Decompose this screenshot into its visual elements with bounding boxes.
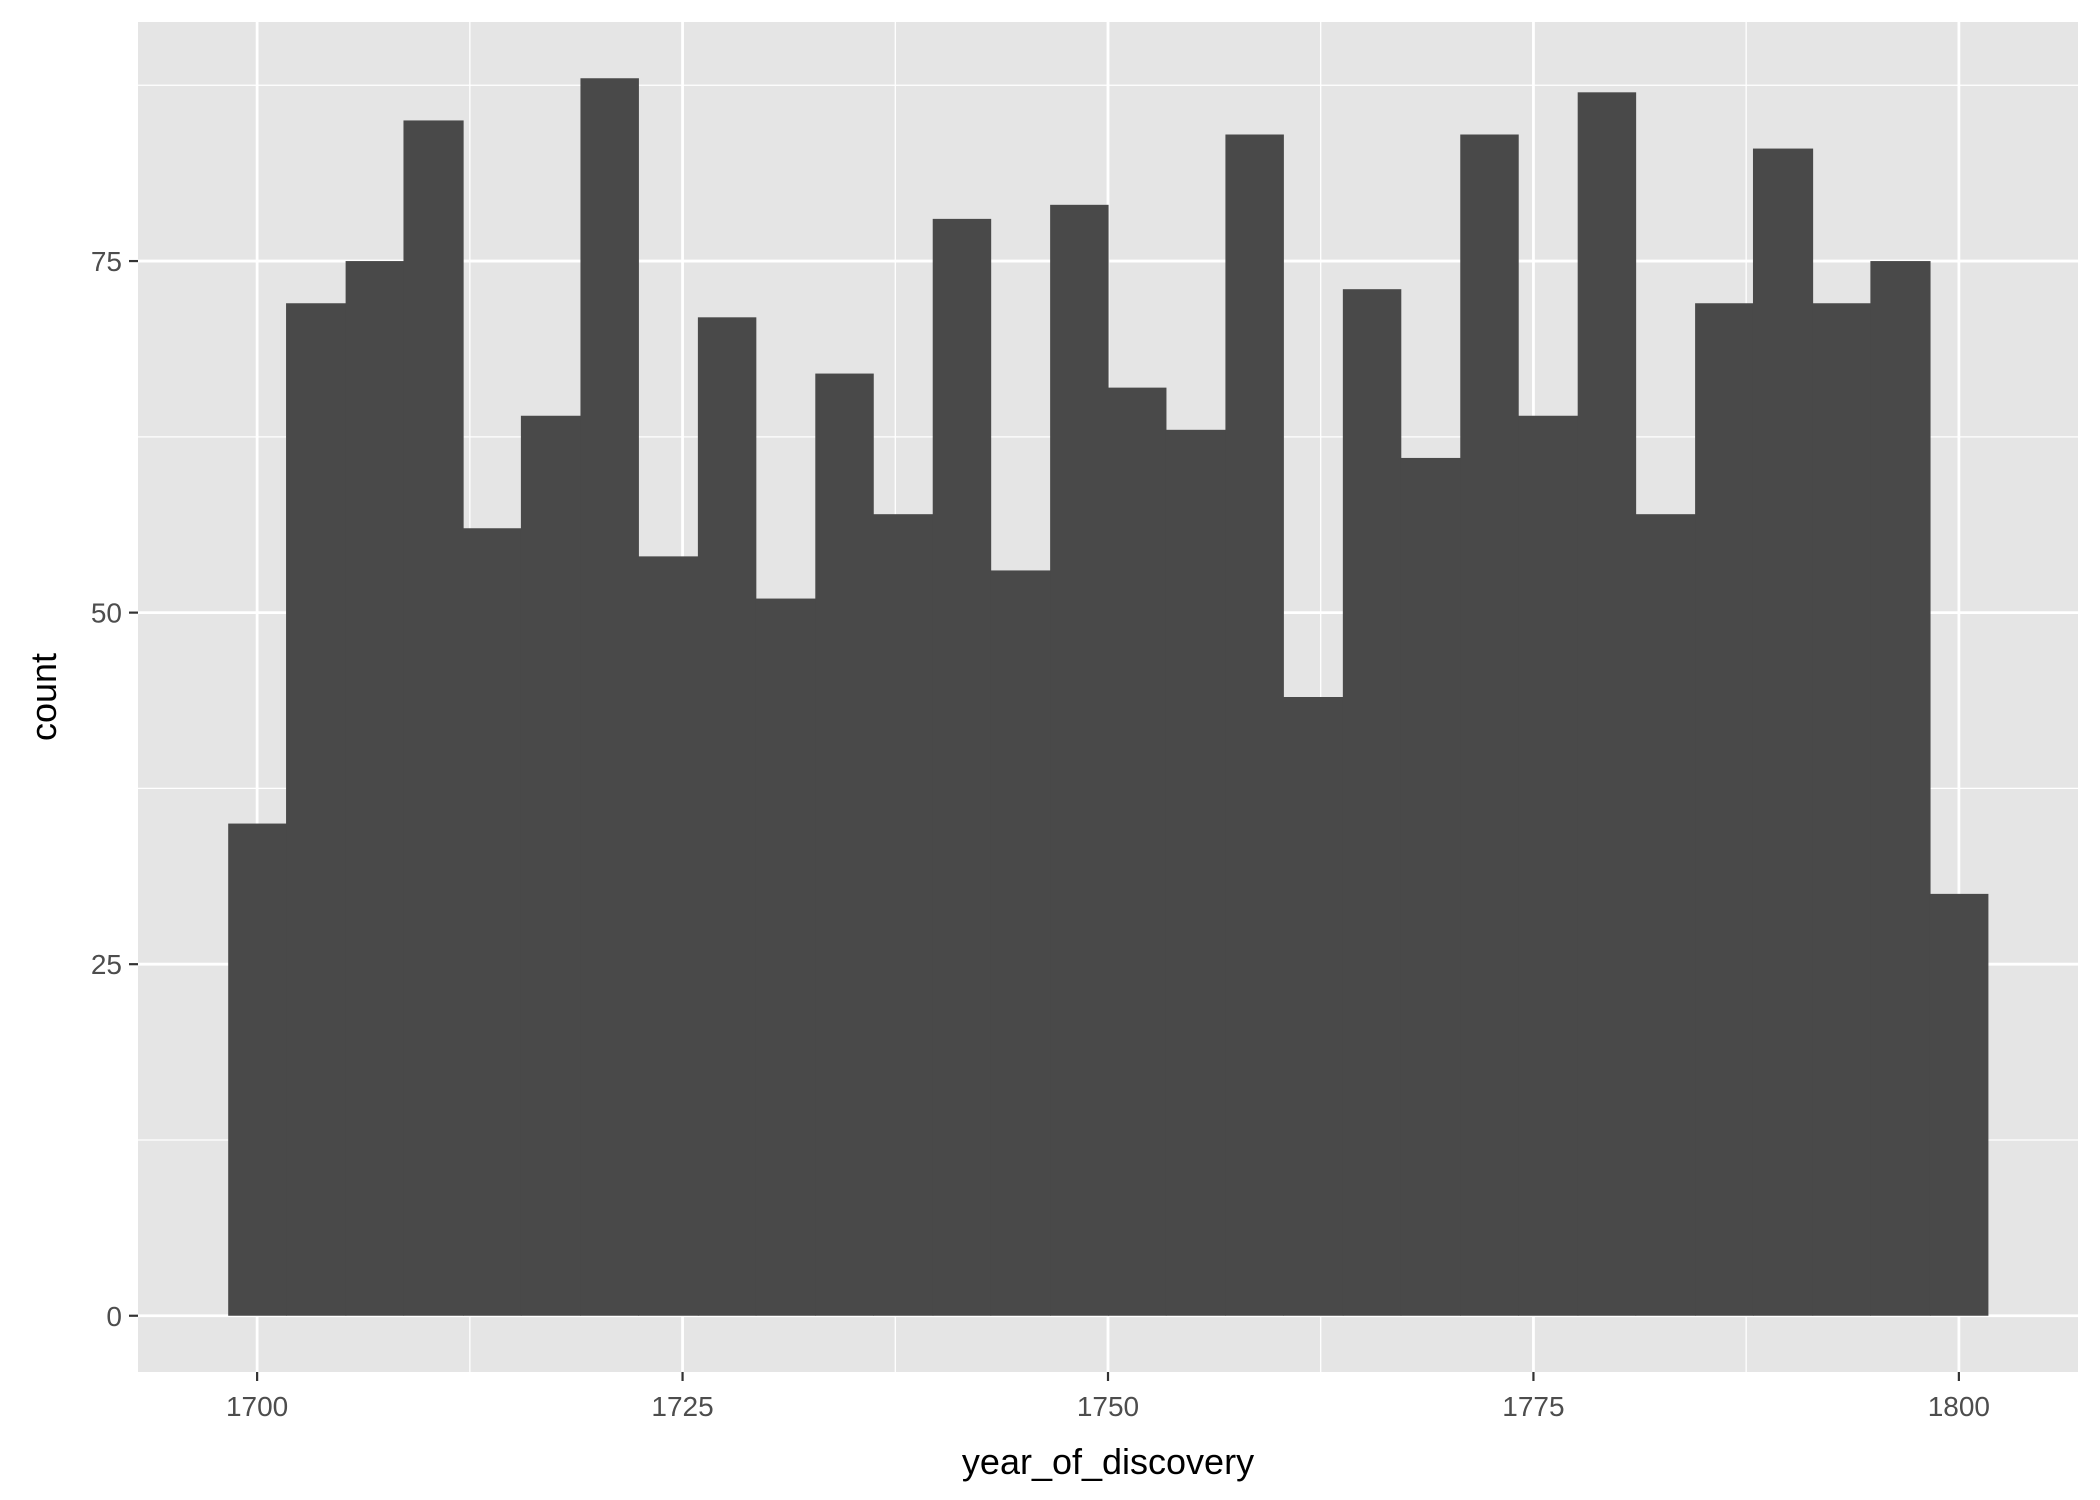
histogram-bar (520, 415, 582, 1316)
histogram-bar (1635, 514, 1696, 1316)
histogram-bar (638, 556, 699, 1316)
histogram-bar (1929, 893, 1989, 1316)
histogram-bar (1165, 429, 1227, 1316)
histogram-bar (1460, 134, 1519, 1316)
histogram-bar (1342, 289, 1402, 1316)
x-tick-label: 1775 (1502, 1391, 1564, 1422)
histogram-bar (1812, 303, 1871, 1316)
histogram-bar (1518, 415, 1579, 1316)
x-tick-label: 1800 (1928, 1391, 1990, 1422)
histogram-bar (403, 120, 464, 1316)
histogram-bar (1577, 92, 1637, 1316)
x-tick-label: 1725 (651, 1391, 713, 1422)
histogram-bar (1695, 303, 1754, 1316)
histogram-bar (1225, 134, 1284, 1316)
histogram-bar (1752, 148, 1814, 1316)
y-tick-label: 75 (91, 246, 122, 277)
histogram-bar (697, 317, 757, 1316)
histogram-bar (755, 598, 816, 1316)
histogram-bar (873, 514, 934, 1316)
x-axis: 1700 1725 1750 1775 1800 (226, 1372, 1990, 1422)
histogram-bar (463, 528, 522, 1316)
y-tick-label: 50 (91, 598, 122, 629)
histogram-bar (286, 303, 347, 1316)
histogram-bars (228, 78, 1989, 1316)
x-tick-label: 1750 (1077, 1391, 1139, 1422)
y-axis: 0 25 50 75 (91, 246, 138, 1332)
histogram-bar (990, 570, 1051, 1316)
histogram-bar (932, 218, 992, 1316)
y-axis-title: count (23, 653, 64, 741)
y-tick-label: 0 (106, 1301, 122, 1332)
histogram-bar (1108, 387, 1167, 1316)
histogram-bar (228, 823, 287, 1316)
histogram-bar (1283, 697, 1344, 1316)
histogram-bar (345, 261, 405, 1316)
histogram-bar (580, 78, 639, 1316)
y-tick-label: 25 (91, 949, 122, 980)
x-axis-title: year_of_discovery (962, 1441, 1254, 1482)
histogram-bar (815, 373, 874, 1316)
histogram-bar (1400, 457, 1461, 1316)
x-tick-label: 1700 (226, 1391, 288, 1422)
histogram-bar (1050, 204, 1109, 1316)
histogram-bar (1870, 261, 1931, 1316)
